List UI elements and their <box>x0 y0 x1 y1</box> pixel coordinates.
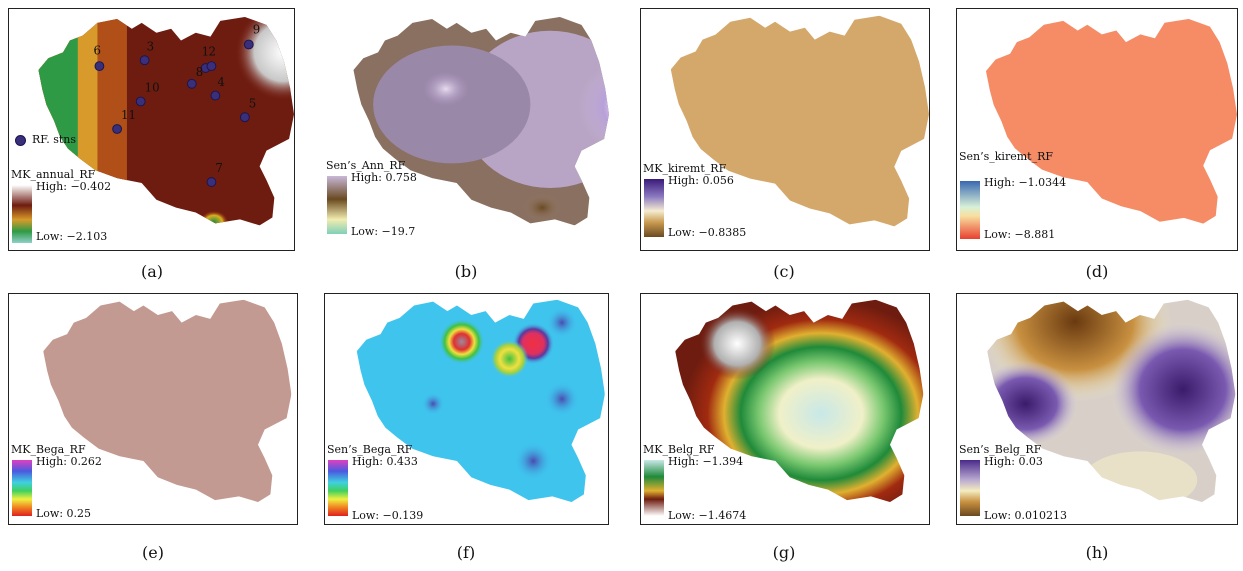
map-panel-d: Sen’s_kiremt_RF High: −1.0344 Low: −8.88… <box>956 8 1238 281</box>
color-ramp <box>328 460 348 516</box>
rainfall-stations <box>94 39 254 187</box>
station-label: 3 <box>147 39 155 53</box>
sens-kiremt-map <box>985 18 1237 224</box>
sens-bega-map <box>356 299 605 503</box>
map-panel-f: Sen’s_Bega_RF High: 0.433 Low: −0.139 (f… <box>324 293 609 562</box>
map-frame: MK_kiremt_RF High: 0.056 Low: −0.8385 <box>640 8 930 251</box>
station-label: 4 <box>217 75 224 89</box>
map-panel-e: MK_Bega_RF High: 0.262 Low: 0.25 (e) <box>8 293 298 562</box>
caption: (h) <box>1085 543 1109 562</box>
color-ramp <box>644 179 664 237</box>
mk-belg-map <box>675 299 924 503</box>
map-frame: Sen’s_Belg_RF High: 0.03 Low: 0.010213 <box>956 293 1238 525</box>
station-label: 2 <box>208 44 216 58</box>
legend-low: Low: −8.881 <box>984 228 1056 241</box>
station-label: 8 <box>196 65 204 79</box>
legend-low: Low: −19.7 <box>351 225 416 238</box>
map-frame: MK_Bega_RF High: 0.262 Low: 0.25 <box>8 293 298 525</box>
legend: Sen’s_kiremt_RF High: −1.0344 Low: −8.88… <box>959 151 1099 241</box>
color-ramp <box>644 460 664 516</box>
stations-legend: RF. stns <box>15 133 76 146</box>
station-label: 10 <box>145 81 160 95</box>
legend-high: High: −1.394 <box>668 455 744 468</box>
annual-trend-map: 6 3 1 2 8 4 5 9 10 11 7 <box>38 16 294 226</box>
legend-title: MK_annual_RF <box>11 168 96 181</box>
legend: MK_kiremt_RF High: 0.056 Low: −0.8385 <box>643 163 783 247</box>
legend-title: MK_kiremt_RF <box>643 162 727 175</box>
map-frame: Sen’s_kiremt_RF High: −1.0344 Low: −8.88… <box>956 8 1238 251</box>
legend-high: High: 0.262 <box>36 455 102 468</box>
legend-title: Sen’s_Belg_RF <box>959 443 1042 456</box>
legend-high: High: 0.03 <box>984 455 1043 468</box>
mk-kiremt-map <box>670 15 929 227</box>
caption: (f) <box>456 543 476 562</box>
caption: (c) <box>773 262 795 281</box>
legend-low: Low: −0.139 <box>352 509 424 522</box>
caption: (a) <box>140 262 164 281</box>
color-ramp <box>12 460 32 516</box>
legend-high: High: −1.0344 <box>984 176 1067 189</box>
caption: (g) <box>772 543 796 562</box>
legend-title: Sen’s_kiremt_RF <box>959 150 1053 163</box>
map-panel-a: 6 3 1 2 8 4 5 9 10 11 7 RF. stns MK_annu… <box>8 8 295 281</box>
mk-bega-map <box>43 299 292 503</box>
sens-annual-map <box>353 16 609 226</box>
color-ramp <box>960 460 980 516</box>
station-label: 1 <box>202 44 209 58</box>
legend-high: High: 0.056 <box>668 174 734 187</box>
legend: Sen’s_Ann_RF High: 0.758 Low: −19.7 <box>326 160 466 245</box>
sens-belg-map <box>987 299 1236 503</box>
map-frame: 6 3 1 2 8 4 5 9 10 11 7 RF. stns MK_annu… <box>8 8 295 251</box>
map-frame: Sen’s_Bega_RF High: 0.433 Low: −0.139 <box>324 293 609 525</box>
legend-low: Low: 0.25 <box>36 507 92 520</box>
legend-high: High: 0.758 <box>351 171 417 184</box>
legend-title: MK_Belg_RF <box>643 443 715 456</box>
legend-low: Low: −0.8385 <box>668 226 747 239</box>
caption: (b) <box>454 262 478 281</box>
color-ramp <box>12 185 32 243</box>
legend-low: Low: −1.4674 <box>668 509 747 522</box>
legend: MK_Belg_RF High: −1.394 Low: −1.4674 <box>643 444 783 524</box>
station-label: 9 <box>253 23 261 37</box>
legend-high: High: 0.433 <box>352 455 418 468</box>
legend-title: Sen’s_Bega_RF <box>327 443 413 456</box>
caption: (d) <box>1085 262 1109 281</box>
station-dot-icon <box>15 134 26 146</box>
legend-low: Low: 0.010213 <box>984 509 1068 522</box>
color-ramp <box>327 176 347 234</box>
map-panel-h: Sen’s_Belg_RF High: 0.03 Low: 0.010213 (… <box>956 293 1238 562</box>
station-label: 7 <box>215 161 223 175</box>
legend: MK_Bega_RF High: 0.262 Low: 0.25 <box>11 444 151 524</box>
legend: Sen’s_Bega_RF High: 0.433 Low: −0.139 <box>327 443 467 524</box>
legend: Sen’s_Belg_RF High: 0.03 Low: 0.010213 <box>959 444 1099 524</box>
legend-title: Sen’s_Ann_RF <box>326 159 406 172</box>
map-panel-c: MK_kiremt_RF High: 0.056 Low: −0.8385 (c… <box>640 8 930 281</box>
legend-low: Low: −2.103 <box>36 230 108 243</box>
legend: MK_annual_RF High: −0.402 Low: −2.103 <box>11 169 151 249</box>
station-label: 6 <box>94 43 102 57</box>
map-frame: MK_Belg_RF High: −1.394 Low: −1.4674 <box>640 293 930 525</box>
map-panel-g: MK_Belg_RF High: −1.394 Low: −1.4674 (g) <box>640 293 930 562</box>
station-label: 5 <box>249 96 257 110</box>
map-frame: Sen’s_Ann_RF High: 0.758 Low: −19.7 <box>324 8 609 251</box>
caption: (e) <box>142 543 164 562</box>
legend-title: MK_Bega_RF <box>11 443 86 456</box>
map-panel-b: Sen’s_Ann_RF High: 0.758 Low: −19.7 (b) <box>324 8 609 281</box>
color-ramp <box>960 181 980 239</box>
legend-high: High: −0.402 <box>36 180 112 193</box>
station-label: 11 <box>121 108 136 122</box>
